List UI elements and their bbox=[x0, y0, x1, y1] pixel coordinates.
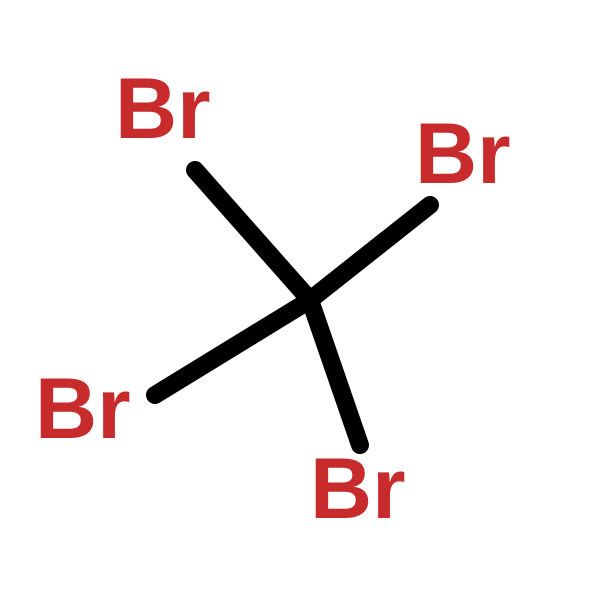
bond-line bbox=[310, 300, 360, 445]
atom-label-br: Br bbox=[35, 360, 131, 459]
atom-label-br: Br bbox=[115, 60, 211, 159]
bond-layer bbox=[0, 0, 600, 600]
atom-label-br: Br bbox=[415, 105, 511, 204]
bond-line bbox=[195, 170, 310, 300]
atom-label-br: Br bbox=[310, 440, 406, 539]
bond-line bbox=[155, 300, 310, 395]
molecule-diagram: Br Br Br Br bbox=[0, 0, 600, 600]
bond-line bbox=[310, 205, 430, 300]
